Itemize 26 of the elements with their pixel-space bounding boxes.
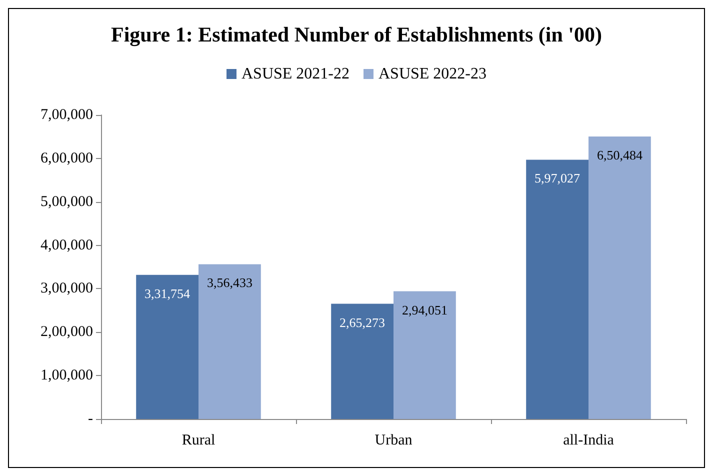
data-label: 3,31,754: [144, 286, 191, 301]
data-label: 2,65,273: [340, 314, 386, 330]
bar: [588, 136, 651, 419]
data-label: 5,97,027: [534, 170, 581, 186]
data-label: 3,56,433: [206, 275, 252, 290]
legend-label: ASUSE 2022-23: [378, 66, 487, 82]
chart-title: Figure 1: Estimated Number of Establishments (in '00): [111, 22, 602, 46]
bar: [526, 160, 588, 419]
y-tick-label: 2,00,000: [40, 324, 93, 340]
y-tick-label: 4,00,000: [40, 237, 93, 254]
y-tick-label: 1,00,000: [40, 368, 93, 384]
bar: [394, 291, 456, 419]
bar: [331, 304, 394, 419]
x-tick-label: Rural: [182, 432, 216, 448]
legend-label: ASUSE 2021-22: [241, 66, 350, 82]
x-tick-label: all-India: [563, 432, 614, 448]
data-label: 2,94,051: [402, 302, 448, 318]
y-tick-label: -: [88, 411, 93, 427]
bar: [136, 274, 198, 419]
data-label: 6,50,484: [596, 148, 643, 163]
y-tick-label: 6,00,000: [40, 150, 93, 166]
y-tick-label: 3,00,000: [40, 280, 93, 297]
x-tick-label: Urban: [374, 432, 413, 448]
y-tick-label: 7,00,000: [40, 107, 93, 123]
y-tick-label: 5,00,000: [40, 194, 93, 210]
bar: [198, 264, 261, 419]
